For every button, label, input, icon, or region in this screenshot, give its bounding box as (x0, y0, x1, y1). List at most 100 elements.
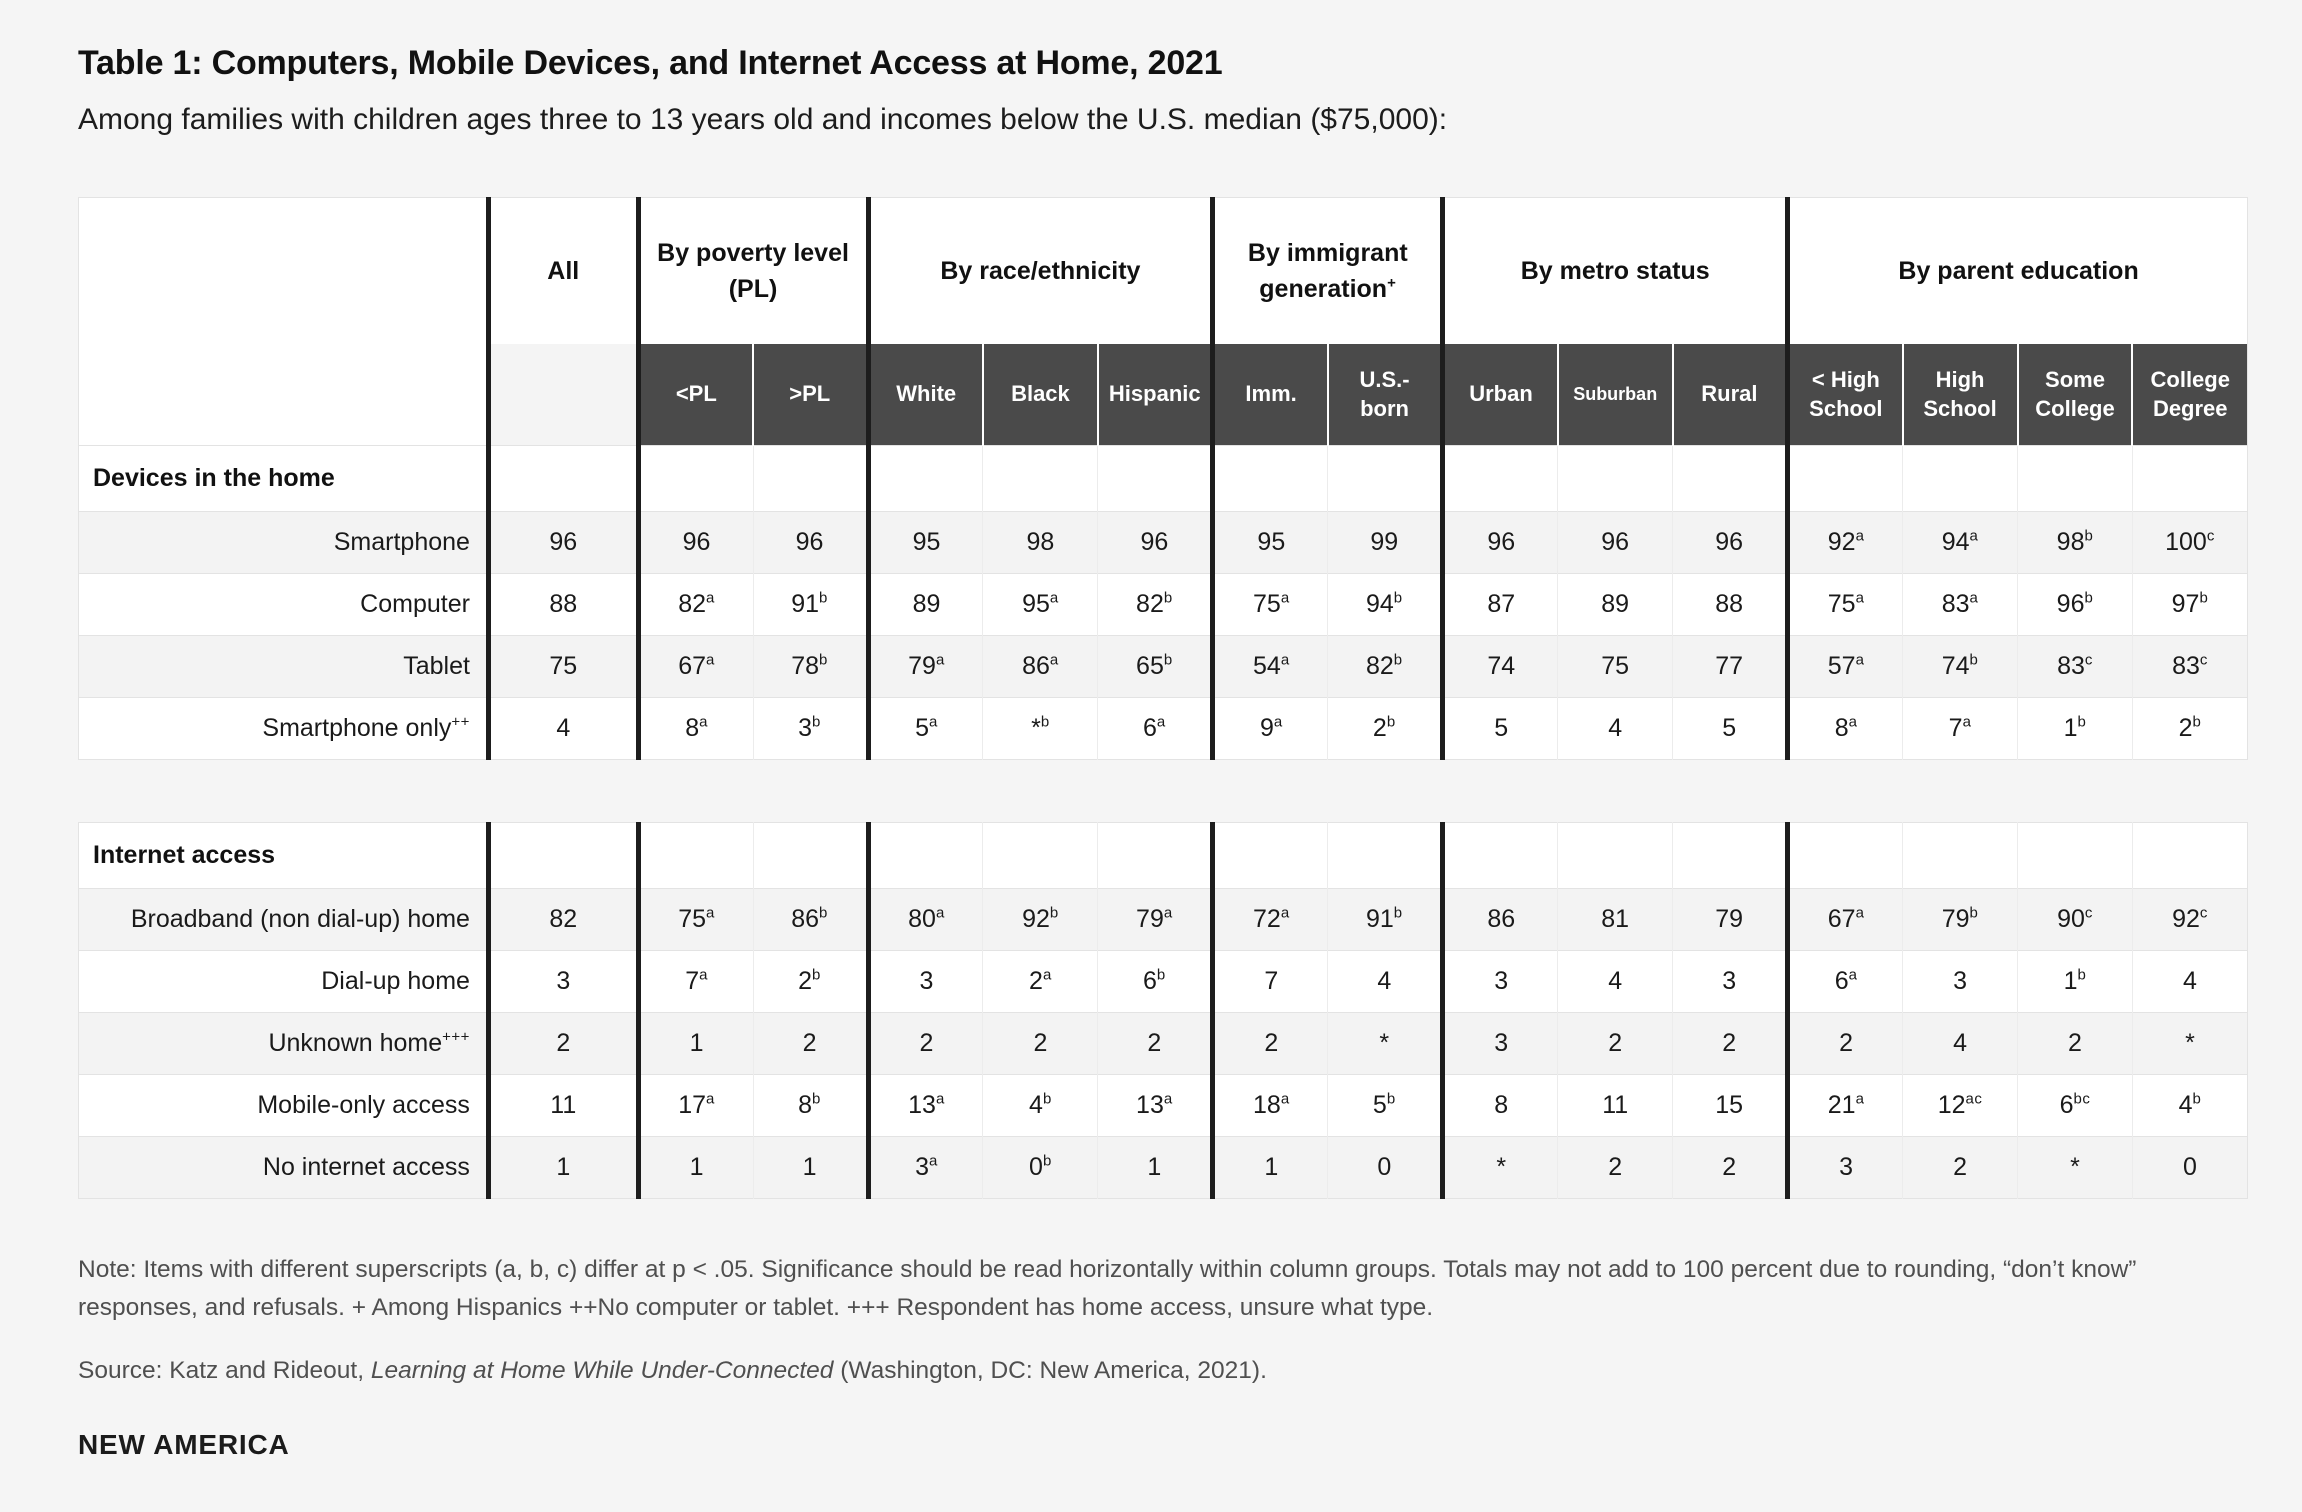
group-header-cell: By poverty level (PL) (635, 197, 868, 344)
column-header-cell: Some College (2016, 343, 2133, 446)
source-text: Source: Katz and Rideout, Learning at Ho… (78, 1357, 2224, 1385)
value-cell: 97b (2131, 573, 2248, 636)
source-prefix: Source: Katz and Rideout, (78, 1357, 371, 1384)
value-cell: 6a (1097, 697, 1213, 760)
value-cell: 81 (1557, 888, 1673, 951)
empty-cell (1210, 445, 1328, 512)
value-cell: 2 (2017, 1012, 2133, 1075)
value-cell: 2b (752, 950, 868, 1013)
row-label-cell: Broadband (non dial-up) home (130, 905, 470, 933)
row-label-cell: No internet access (262, 1153, 470, 1181)
value-cell: 4 (1557, 950, 1673, 1013)
group-header-cell: By race/ethnicity (865, 197, 1213, 344)
value-cell: 3 (1902, 950, 2018, 1013)
empty-cell (1327, 445, 1443, 512)
value-cell: 87 (1440, 573, 1558, 636)
column-header-cell: High School (1901, 343, 2018, 446)
value-cell: 0b (982, 1136, 1098, 1199)
internet-table: Internet access Broadband (non dial-up) h… (78, 822, 2248, 1199)
empty-cell (635, 822, 754, 889)
value-cell: 3a (865, 1136, 983, 1199)
empty-cell (1785, 822, 1903, 889)
value-cell: 96 (752, 511, 868, 574)
value-cell: 67a (635, 635, 754, 698)
row-label-cell: Unknown home+++ (268, 1028, 470, 1057)
value-cell: 4b (982, 1074, 1098, 1137)
row-label-cell: Computer (360, 590, 470, 618)
value-cell: 13a (865, 1074, 983, 1137)
value-cell: 17a (635, 1074, 754, 1137)
value-cell: 75a (1210, 573, 1328, 636)
value-cell: 79a (1097, 888, 1213, 951)
value-cell: 86a (982, 635, 1098, 698)
value-cell: 4b (2131, 1074, 2248, 1137)
group-header-cell: All (485, 197, 639, 344)
empty-cell (2131, 822, 2248, 889)
value-cell: 2 (752, 1012, 868, 1075)
value-cell: 2 (1557, 1136, 1673, 1199)
empty-cell (2131, 445, 2248, 512)
value-cell: 95a (982, 573, 1098, 636)
value-cell: 2 (1210, 1012, 1328, 1075)
empty-cell (1097, 445, 1213, 512)
empty-cell (865, 822, 983, 889)
column-header-cell: <PL (635, 343, 754, 446)
value-cell: 2 (865, 1012, 983, 1075)
value-cell: 83c (2131, 635, 2248, 698)
value-cell: 1 (635, 1136, 754, 1199)
value-cell: 3 (1440, 1012, 1558, 1075)
value-cell: 13a (1097, 1074, 1213, 1137)
value-cell: 96 (635, 511, 754, 574)
value-cell: 80a (865, 888, 983, 951)
value-cell: 91b (752, 573, 868, 636)
value-cell: *b (982, 697, 1098, 760)
column-header-cell: Hispanic (1096, 343, 1213, 446)
empty-cell (1557, 822, 1673, 889)
value-cell: 2 (485, 1012, 639, 1075)
column-header-cell: Imm. (1210, 343, 1328, 446)
value-cell: 2b (1327, 697, 1443, 760)
value-cell: 3b (752, 697, 868, 760)
value-cell: 57a (1785, 635, 1903, 698)
value-cell: 82a (635, 573, 754, 636)
value-cell: 3 (1785, 1136, 1903, 1199)
value-cell: * (2017, 1136, 2133, 1199)
source-title: Learning at Home While Under-Connected (370, 1357, 834, 1384)
value-cell: 94a (1902, 511, 2018, 574)
value-cell: 5 (1672, 697, 1788, 760)
value-cell: 3 (1440, 950, 1558, 1013)
value-cell: 4 (1327, 950, 1443, 1013)
corner-cell (78, 197, 489, 344)
value-cell: 2 (1557, 1012, 1673, 1075)
value-cell: 8b (752, 1074, 868, 1137)
value-cell: 21a (1785, 1074, 1903, 1137)
value-cell: 2b (2131, 697, 2248, 760)
value-cell: 2 (982, 1012, 1098, 1075)
value-cell: * (2131, 1012, 2248, 1075)
empty-cell (2017, 822, 2133, 889)
empty-cell (1440, 445, 1558, 512)
value-cell: 96b (2017, 573, 2133, 636)
row-label-cell: Smartphone (333, 528, 470, 556)
value-cell: 3 (485, 950, 639, 1013)
value-cell: 15 (1672, 1074, 1788, 1137)
value-cell: 0 (2131, 1136, 2248, 1199)
table-row: Computer 88 82a 91b 89 95a 82b 75a 94b 87 89 88 75a 8… (78, 573, 2248, 636)
page: Table 1: Computers, Mobile Devices, and … (78, 44, 2248, 1460)
value-cell: 5a (865, 697, 983, 760)
empty-cell (1672, 445, 1788, 512)
page-subtitle: Among families with children ages three … (78, 103, 1448, 136)
empty-cell (752, 445, 868, 512)
value-cell: 79b (1902, 888, 2018, 951)
value-cell: 89 (865, 573, 983, 636)
value-cell: 65b (1097, 635, 1213, 698)
value-cell: 91b (1327, 888, 1443, 951)
empty-cell (1557, 445, 1673, 512)
value-cell: 67a (1785, 888, 1903, 951)
section-header-row: Devices in the home (78, 445, 2248, 512)
empty-cell (1097, 822, 1213, 889)
page-title: Table 1: Computers, Mobile Devices, and … (78, 44, 1223, 82)
value-cell: 11 (485, 1074, 639, 1137)
table-note: Note: Items with different superscripts … (78, 1256, 2137, 1321)
value-cell: 75a (635, 888, 754, 951)
